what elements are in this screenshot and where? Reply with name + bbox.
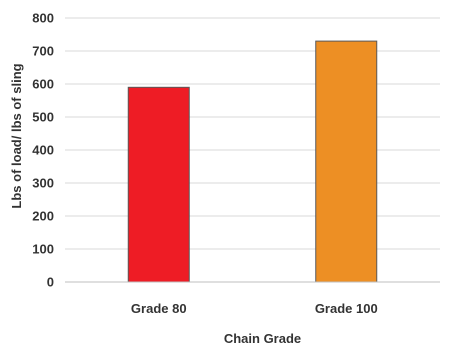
- x-axis-ticks: Grade 80 Grade 100: [131, 301, 378, 316]
- bar-grade-100: [315, 40, 378, 283]
- y-tick-label: 800: [32, 11, 54, 26]
- y-tick-label: 200: [32, 209, 54, 224]
- y-tick-label: 500: [32, 110, 54, 125]
- y-axis-title: Lbs of load/ lbs of sling: [9, 63, 24, 208]
- gridlines: [65, 17, 440, 250]
- y-tick-label: 300: [32, 176, 54, 191]
- bar-grade-80: [127, 86, 190, 283]
- y-axis-ticks: 0 100 200 300 400 500 600 700 800: [32, 11, 54, 290]
- y-tick-label: 0: [47, 275, 54, 290]
- bars: [127, 40, 378, 283]
- x-tick-label: Grade 100: [315, 301, 378, 316]
- y-tick-label: 100: [32, 242, 54, 257]
- x-axis-title: Chain Grade: [224, 331, 301, 346]
- y-tick-label: 400: [32, 143, 54, 158]
- y-tick-label: 700: [32, 44, 54, 59]
- y-tick-label: 600: [32, 77, 54, 92]
- x-tick-label: Grade 80: [131, 301, 187, 316]
